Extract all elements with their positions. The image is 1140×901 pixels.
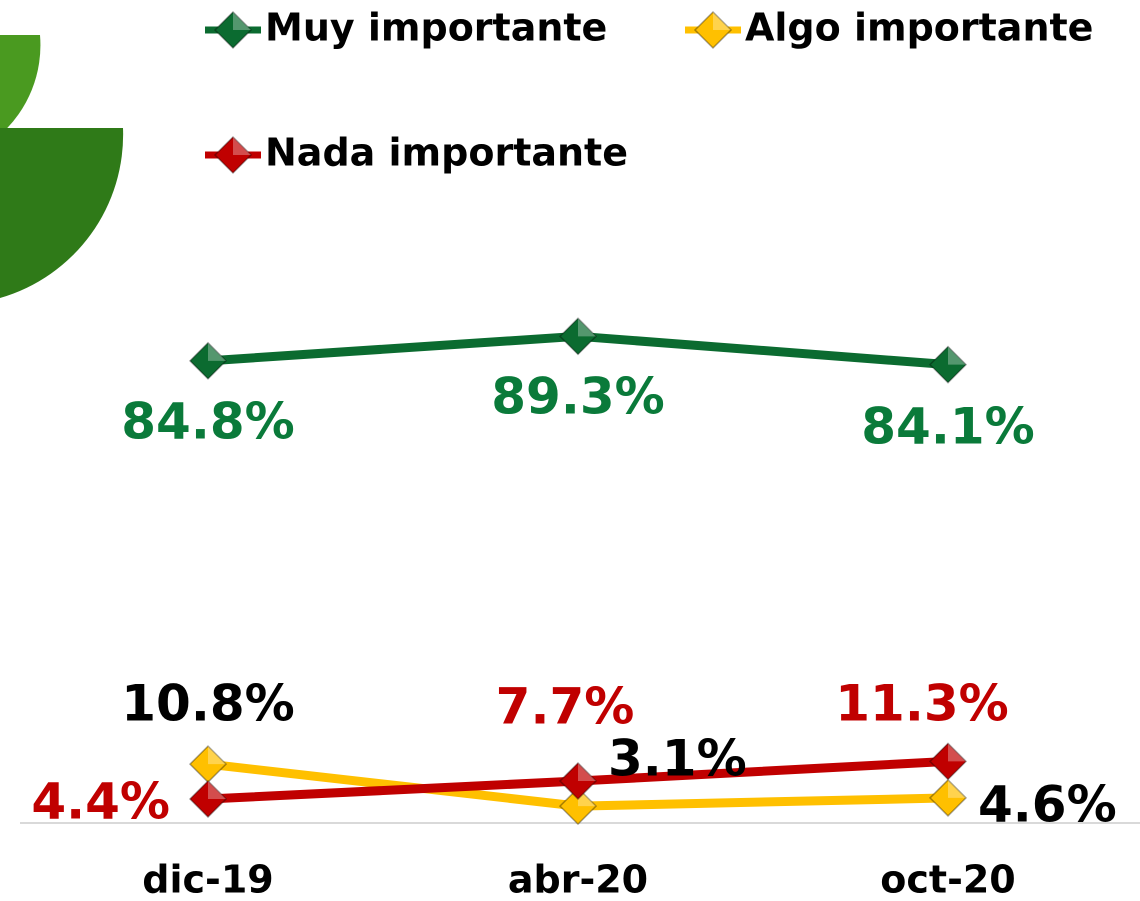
point (188, 341, 228, 380)
point (558, 761, 598, 801)
decor-pie (0, 35, 41, 135)
point (188, 779, 228, 819)
data-label: 7.7% (496, 678, 635, 736)
legend-marker-shine (713, 12, 731, 30)
point-shine (948, 743, 966, 762)
point (558, 317, 598, 356)
legend-marker (213, 135, 253, 175)
legend-marker (693, 10, 733, 50)
legend-marker-shine (233, 137, 251, 155)
legend-label: Nada importante (265, 131, 628, 175)
legend-marker (213, 10, 253, 50)
data-label: 84.8% (121, 393, 294, 451)
data-label: 89.3% (491, 368, 664, 426)
data-label: 11.3% (835, 675, 1008, 733)
legend-marker-shine (233, 12, 251, 30)
point-shine (578, 763, 596, 782)
point-shine (208, 781, 226, 800)
data-label: 3.1% (608, 730, 747, 788)
decor-pie (0, 128, 124, 298)
point-shine (208, 342, 226, 361)
point-shine (208, 746, 226, 765)
legend-label: Muy importante (265, 6, 607, 50)
point (928, 345, 968, 384)
legend-label: Algo importante (745, 6, 1093, 50)
point (928, 742, 968, 781)
x-tick-label: dic-19 (142, 858, 273, 901)
data-label: 4.6% (978, 776, 1117, 834)
x-tick-label: abr-20 (508, 858, 648, 901)
point (928, 778, 968, 817)
data-label: 4.4% (31, 773, 170, 831)
point-shine (948, 779, 966, 798)
x-tick-label: oct-20 (880, 858, 1015, 901)
data-label: 84.1% (861, 398, 1034, 456)
data-label: 10.8% (121, 675, 294, 733)
point-shine (578, 318, 596, 337)
point (558, 787, 598, 826)
point-shine (948, 346, 966, 365)
